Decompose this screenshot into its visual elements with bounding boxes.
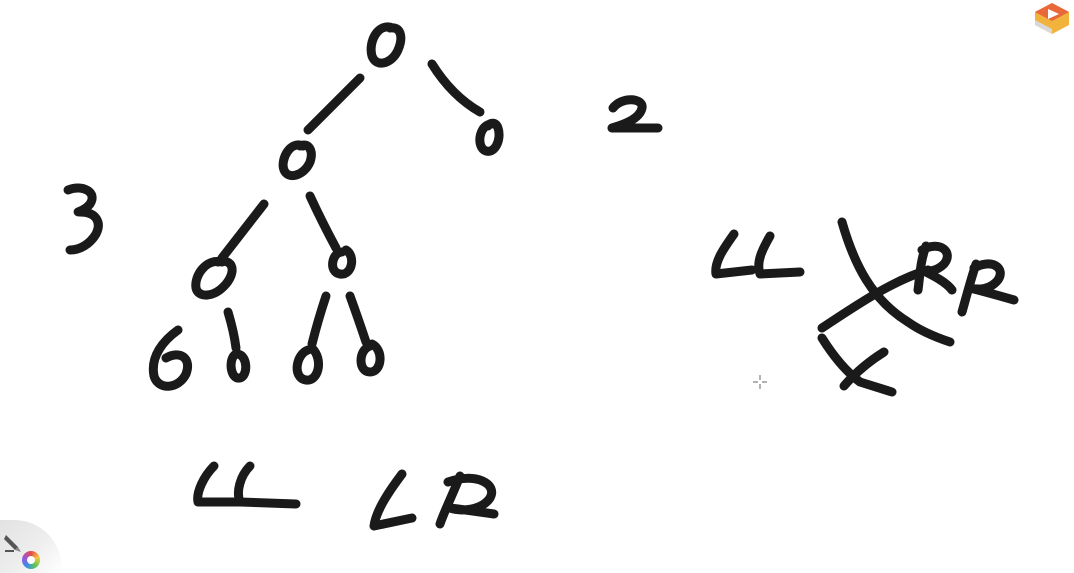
color-wheel-icon[interactable] <box>22 551 40 569</box>
tree-right-node <box>475 118 504 156</box>
strike-line-diagonal <box>817 265 933 333</box>
smudge-mark <box>506 173 590 257</box>
video-player-logo-icon[interactable] <box>1033 1 1071 35</box>
handwritten-3 <box>63 183 103 255</box>
tree-sketch <box>148 22 504 391</box>
handwritten-ll-right <box>711 229 805 279</box>
tree-ll-node <box>191 256 237 300</box>
rr-second-r <box>957 259 1019 317</box>
tree-edge-leaf-4 <box>345 291 371 347</box>
handwritten-ll-bottom <box>193 461 301 509</box>
tree-leaf-3 <box>292 343 324 385</box>
tree-edge-l-lr <box>305 191 341 253</box>
handwritten-2 <box>607 95 663 133</box>
tree-edge-leaf-3 <box>307 291 331 349</box>
tree-lr-node <box>328 245 357 279</box>
tree-edge-l-ll <box>217 199 269 263</box>
tree-edge-root-right <box>427 59 485 117</box>
handwritten-lr-bottom <box>369 469 499 531</box>
smudge-mark <box>901 346 911 354</box>
strike-curve-down <box>837 217 955 347</box>
strike-x-mark <box>817 333 897 397</box>
tree-left-node <box>278 140 316 181</box>
crossed-out-rr <box>817 217 1019 397</box>
tree-leaf-1 <box>148 325 192 391</box>
pen-icon[interactable] <box>2 532 24 554</box>
tree-edge-root-left <box>303 73 365 135</box>
tree-leaf-4 <box>356 339 385 377</box>
crosshair-cursor-icon <box>753 375 767 389</box>
tree-leaf-2 <box>226 349 251 383</box>
tree-edge-leaf-2 <box>223 307 241 353</box>
top-caption: · · · · · · · · · · · · <box>614 0 687 5</box>
tree-root-node <box>366 22 406 68</box>
